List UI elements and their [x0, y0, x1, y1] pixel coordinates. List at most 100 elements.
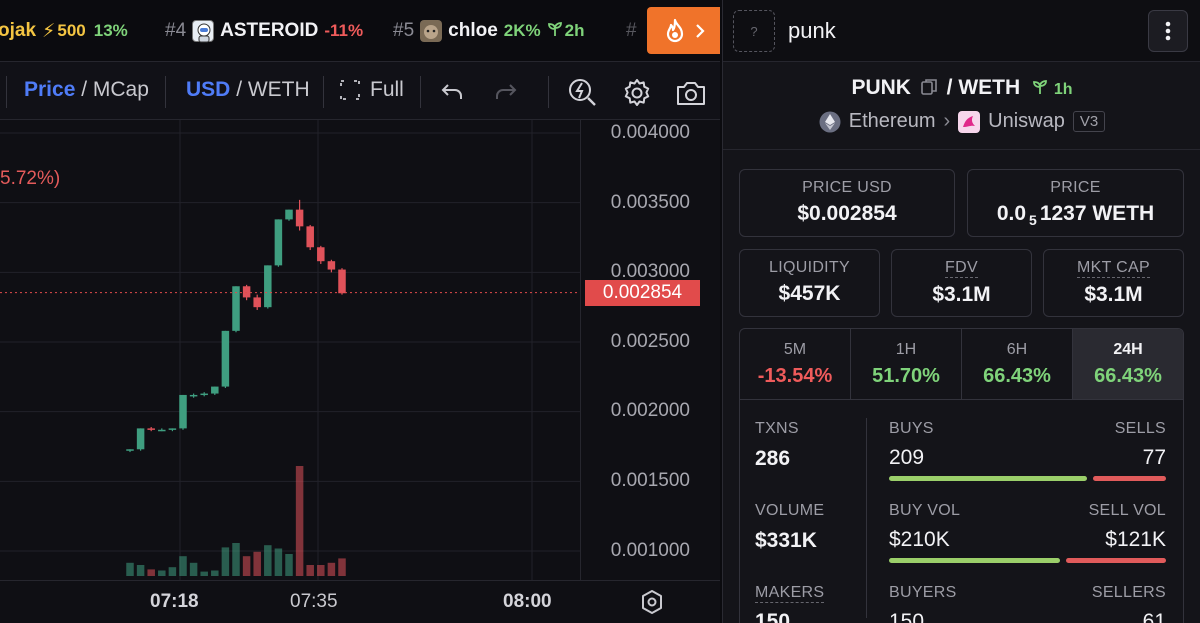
trending-item-5[interactable]: #5 chloe 2K% 2h	[393, 17, 584, 45]
tab-change: -13.54%	[757, 365, 833, 387]
mkt-cap-value: $3.1M	[1084, 283, 1143, 306]
price-usd-card: PRICE USD $0.002854	[739, 169, 955, 237]
indicators-icon[interactable]	[567, 77, 597, 107]
time-axis[interactable]: 07:18 07:35 08:00	[0, 580, 720, 623]
quote-symbol: / WETH	[946, 76, 1021, 99]
candle-body	[242, 286, 251, 298]
chain-name[interactable]: Ethereum	[848, 110, 936, 132]
price-native-zero-count: 5	[1029, 212, 1037, 229]
trending-change: 2K%	[503, 21, 541, 40]
candle-body	[317, 247, 325, 262]
price-axis[interactable]: 0.004000 0.003500 0.003000 0.002500 0.00…	[580, 120, 720, 580]
candle-body	[136, 428, 145, 450]
tab-6h[interactable]: 6H 66.43%	[962, 329, 1073, 399]
y-tick-label: 0.003000	[610, 261, 690, 282]
trending-bar: ojak ⚡ 500 13% #4 ASTEROID -11% #5 chloe…	[0, 0, 720, 62]
price-native-rest: 1237 WETH	[1039, 202, 1155, 225]
copy-icon[interactable]	[921, 78, 937, 96]
trending-name: ojak	[0, 20, 37, 41]
mkt-cap-card[interactable]: MKT CAP $3.1M	[1043, 249, 1184, 317]
mcap-option[interactable]: / MCap	[81, 78, 149, 101]
volume-bar	[158, 570, 166, 576]
volume-bar	[168, 567, 177, 576]
tab-24h[interactable]: 24H 66.43%	[1073, 329, 1183, 399]
pair-header: ? punk	[723, 0, 1200, 62]
tab-change: 66.43%	[1094, 365, 1162, 387]
buy-vol-value: $210K	[889, 528, 950, 551]
buyers-label: BUYERS	[889, 584, 957, 601]
tab-1h[interactable]: 1H 51.70%	[851, 329, 962, 399]
fdv-card[interactable]: FDV $3.1M	[891, 249, 1032, 317]
candle-body	[295, 209, 304, 227]
volume-bar	[200, 571, 208, 576]
undo-icon[interactable]	[440, 82, 464, 102]
makers-value: 150	[755, 610, 791, 623]
buy-vol-ratio-bar	[889, 558, 1060, 563]
chart-area: ojak ⚡ 500 13% #4 ASTEROID -11% #5 chloe…	[0, 0, 720, 623]
volume-bar	[179, 556, 187, 576]
mkt-cap-label: MKT CAP	[1077, 259, 1150, 278]
pair-location: Ethereum › Uniswap V3	[723, 110, 1200, 133]
gear-icon[interactable]	[622, 78, 652, 108]
liquidity-card: LIQUIDITY $457K	[739, 249, 880, 317]
price-native-card: PRICE 0.0 5 1237 WETH	[967, 169, 1184, 237]
chart-toolbar: Price / MCap USD / WETH Full	[0, 62, 720, 120]
tab-change: 51.70%	[872, 365, 940, 387]
makers-label[interactable]: MAKERS	[755, 584, 825, 603]
candle-body	[179, 394, 187, 429]
candle-body	[221, 330, 230, 387]
price-usd-label: PRICE USD	[802, 179, 892, 196]
seedling-icon	[547, 21, 563, 42]
candle-body	[158, 429, 166, 432]
usd-option[interactable]: USD	[186, 78, 231, 101]
camera-icon[interactable]	[675, 79, 707, 107]
trending-change: 13%	[93, 21, 128, 40]
buys-label: BUYS	[889, 420, 934, 437]
volume-value: $331K	[755, 529, 817, 552]
price-mcap-toggle[interactable]: Price / MCap	[24, 78, 149, 102]
redo-icon[interactable]	[494, 82, 518, 102]
trending-name: chloe	[448, 20, 498, 41]
trending-rank: #5	[393, 20, 415, 41]
trending-item-4[interactable]: #4 ASTEROID -11%	[165, 17, 363, 45]
fullscreen-button[interactable]: Full	[340, 78, 404, 102]
liquidity-label: LIQUIDITY	[769, 259, 850, 276]
txns-value: 286	[755, 447, 791, 470]
trending-item-1[interactable]: ojak ⚡ 500 13%	[0, 17, 128, 45]
chart-settings-icon[interactable]	[640, 589, 664, 615]
y-tick-label: 0.004000	[610, 122, 690, 143]
volume-bar	[338, 558, 346, 576]
astronaut-avatar-icon	[192, 20, 215, 43]
dex-version-badge: V3	[1072, 111, 1106, 132]
y-tick-label: 0.002000	[610, 400, 690, 421]
candle-body	[168, 428, 177, 430]
token-image-placeholder[interactable]: ?	[733, 10, 775, 52]
volume-bar	[211, 570, 219, 576]
trending-boost: 500	[57, 21, 86, 40]
trending-fire-button[interactable]	[647, 7, 720, 54]
volume-bar	[221, 547, 230, 576]
tab-5m[interactable]: 5M -13.54%	[740, 329, 851, 399]
volume-bar	[126, 562, 134, 576]
volume-bar	[317, 565, 325, 576]
y-tick-label: 0.003500	[610, 192, 690, 213]
currency-toggle[interactable]: USD / WETH	[186, 78, 310, 102]
current-price-tag: 0.002854	[585, 280, 700, 306]
candlestick-chart[interactable]	[0, 120, 720, 580]
weth-option[interactable]: / WETH	[236, 78, 310, 101]
y-tick-label: 0.001000	[610, 540, 690, 561]
candle-body	[264, 265, 272, 308]
candle-body	[232, 286, 240, 331]
sellers-label: SELLERS	[1091, 584, 1166, 601]
base-symbol: PUNK	[851, 76, 911, 99]
divider	[866, 418, 867, 618]
dex-name[interactable]: Uniswap	[988, 110, 1065, 132]
toolbar-divider	[420, 76, 421, 108]
trending-item-6[interactable]: #	[626, 17, 643, 45]
sell-vol-label: SELL VOL	[1088, 502, 1166, 519]
volume-bar	[285, 554, 293, 576]
more-menu-button[interactable]	[1148, 10, 1188, 52]
price-option[interactable]: Price	[24, 78, 76, 101]
ethereum-icon	[819, 111, 841, 132]
liquidity-value: $457K	[778, 282, 841, 305]
